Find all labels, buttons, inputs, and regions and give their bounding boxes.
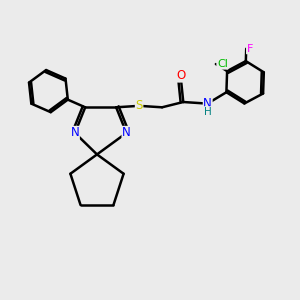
Text: N: N (203, 97, 212, 110)
Text: H: H (204, 107, 212, 117)
Text: N: N (122, 126, 131, 140)
Text: O: O (176, 69, 185, 82)
Text: F: F (247, 44, 253, 54)
Text: Cl: Cl (217, 59, 228, 69)
Text: S: S (135, 99, 143, 112)
Text: N: N (70, 126, 79, 140)
